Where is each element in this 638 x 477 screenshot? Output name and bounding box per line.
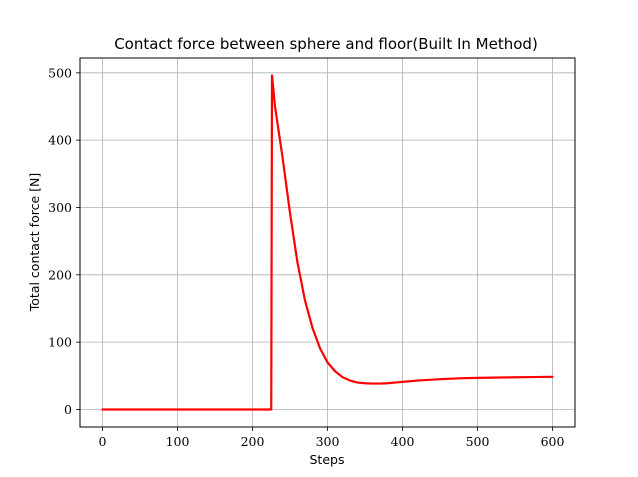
y-tick-label: 400 <box>48 133 72 148</box>
series-line <box>101 74 554 411</box>
x-ticks: 0 100 200 300 400 500 600 <box>99 427 565 449</box>
grid <box>80 58 575 427</box>
series-lines <box>101 74 554 411</box>
y-tick-label: 200 <box>48 267 72 282</box>
x-tick-label: 300 <box>316 434 340 449</box>
x-tick-label: 500 <box>466 434 490 449</box>
x-tick-label: 200 <box>241 434 265 449</box>
x-axis-label: Steps <box>310 452 345 467</box>
y-tick-label: 100 <box>48 335 72 350</box>
x-tick-label: 600 <box>541 434 565 449</box>
y-axis-label: Total contact force [N] <box>27 173 42 312</box>
x-tick-label: 400 <box>391 434 415 449</box>
y-tick-label: 500 <box>48 65 72 80</box>
chart-title: Contact force between sphere and floor(B… <box>114 35 538 53</box>
y-tick-label: 300 <box>48 200 72 215</box>
y-ticks: 0 100 200 300 400 500 <box>48 65 80 417</box>
x-tick-label: 100 <box>166 434 190 449</box>
y-tick-label: 0 <box>64 402 72 417</box>
x-tick-label: 0 <box>99 434 107 449</box>
